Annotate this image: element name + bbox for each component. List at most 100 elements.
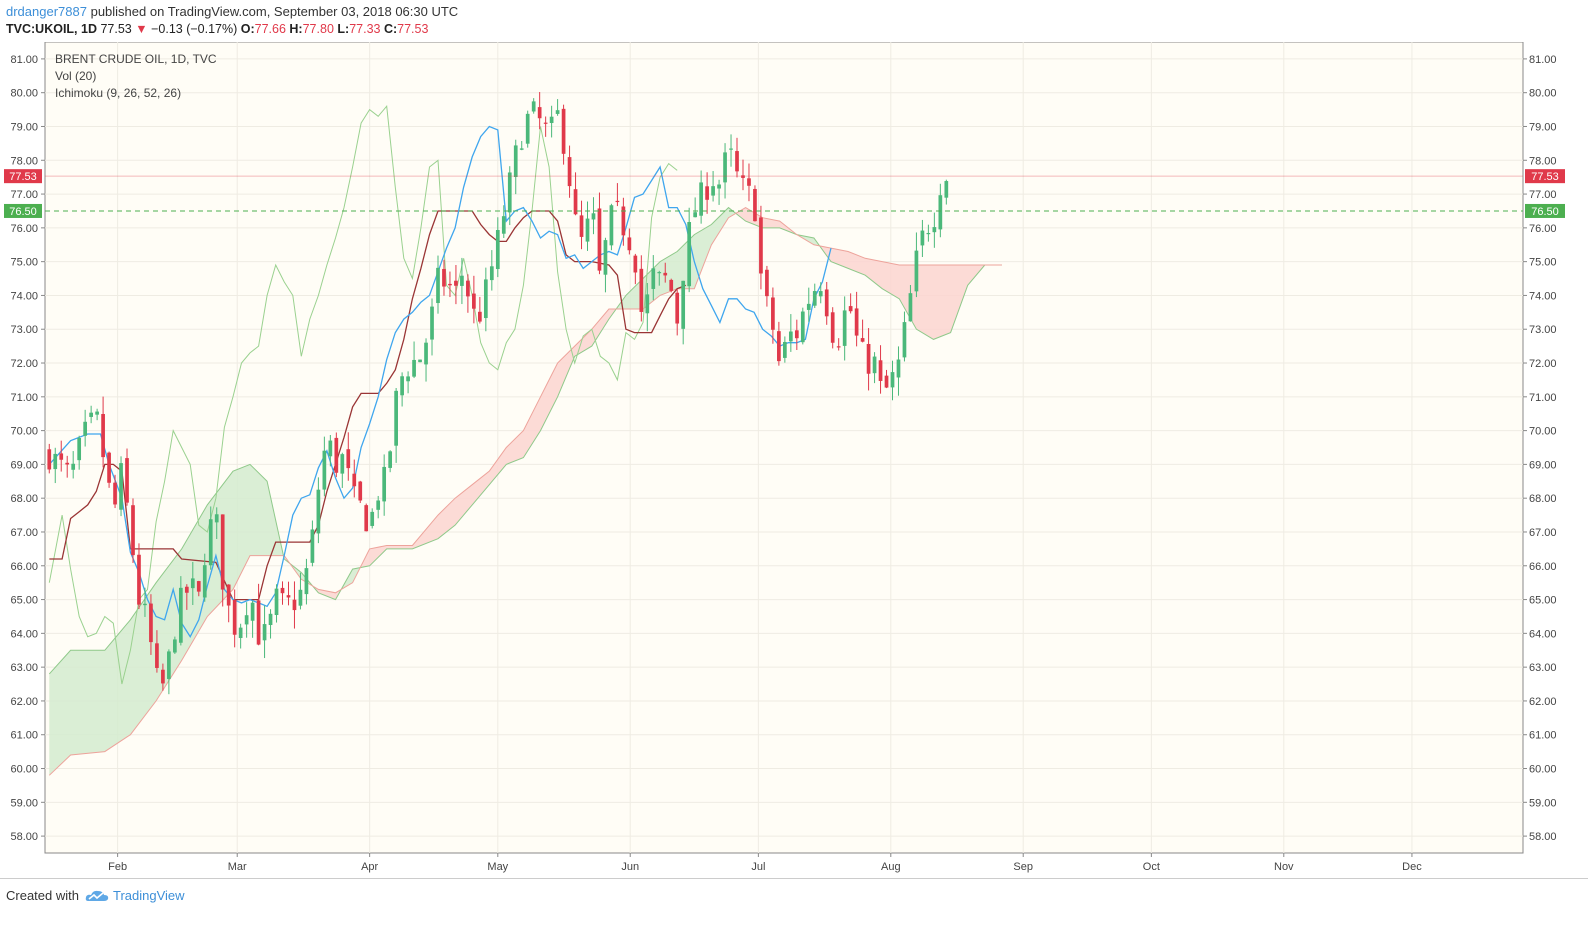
- candle-up: [711, 186, 715, 196]
- high-value: 77.80: [302, 22, 334, 36]
- candle-up: [699, 182, 703, 216]
- candle-up: [603, 240, 608, 275]
- candle-up: [842, 310, 847, 346]
- y-tick-label-left: 63.00: [10, 662, 38, 674]
- candle-up: [932, 227, 937, 233]
- grid: [45, 42, 1523, 853]
- y-tick-label-left: 72.00: [10, 358, 38, 370]
- candle-down: [286, 595, 291, 598]
- candle-down: [364, 505, 369, 532]
- candle-down: [765, 269, 769, 297]
- price-tag-label: 77.53: [9, 171, 37, 183]
- candle-down: [878, 360, 883, 381]
- y-tick-label-right: 80.00: [1529, 88, 1557, 100]
- axes: 81.00 81.00 80.00 80.00 79.00 79.00 78.00 78.00…: [10, 54, 1556, 873]
- candle-up: [585, 218, 590, 242]
- candle-up: [119, 463, 123, 510]
- candle-down: [137, 554, 141, 605]
- candle-down: [830, 312, 835, 343]
- y-tick-label-left: 69.00: [10, 459, 38, 471]
- candle-up: [501, 216, 506, 234]
- ichimoku-cloud: [48, 206, 1002, 776]
- close-label: C:: [383, 22, 398, 36]
- candle-down: [334, 437, 339, 473]
- author-link[interactable]: drdanger7887: [6, 4, 87, 19]
- candle-down: [292, 599, 297, 611]
- footer-divider: [0, 878, 1588, 879]
- candle-up: [783, 341, 787, 358]
- candle-down: [65, 462, 70, 465]
- y-tick-label-left: 73.00: [10, 324, 38, 336]
- x-tick-label: Mar: [228, 861, 247, 873]
- candle-down: [47, 449, 52, 470]
- candle-down: [663, 272, 668, 276]
- candle-up: [143, 603, 147, 606]
- candle-down: [794, 330, 799, 339]
- cloud-bullish: [49, 464, 285, 776]
- published-text: published on TradingView.com, September …: [90, 4, 459, 19]
- candle-down: [358, 481, 363, 501]
- candle-up: [77, 438, 82, 461]
- candle-up: [412, 359, 416, 377]
- y-tick-label-left: 68.00: [10, 493, 38, 505]
- candle-down: [466, 280, 470, 297]
- candle-up: [818, 291, 823, 297]
- candle-down: [866, 343, 871, 374]
- tradingview-link[interactable]: TradingView: [85, 888, 185, 903]
- y-tick-label-right: 68.00: [1529, 493, 1557, 505]
- candle-down: [753, 188, 757, 222]
- candle-up: [202, 565, 207, 598]
- candle-down: [448, 283, 452, 286]
- x-tick-label: May: [487, 861, 508, 873]
- x-tick-label: Dec: [1402, 861, 1422, 873]
- candle-down: [735, 151, 739, 172]
- candle-up: [555, 110, 560, 114]
- low-label: L:: [337, 22, 350, 36]
- candles: [47, 92, 949, 695]
- candle-up: [190, 578, 195, 589]
- candle-down: [741, 175, 745, 178]
- price-tag-bg: [4, 169, 42, 184]
- candle-down: [280, 587, 285, 594]
- candle-down: [232, 599, 237, 635]
- candle-down: [567, 157, 572, 187]
- x-tick-label: Apr: [361, 861, 378, 873]
- y-tick-label-left: 61.00: [10, 730, 38, 742]
- price-chart[interactable]: 77.53 77.53 76.50 76.50 81.00 81.00 80.00 80.0…: [0, 42, 1588, 878]
- y-tick-label-right: 73.00: [1529, 324, 1557, 336]
- high-label: H:: [289, 22, 303, 36]
- candle-up: [812, 291, 817, 306]
- tradingview-cloud-icon: [85, 890, 109, 901]
- y-tick-label-right: 76.00: [1529, 223, 1557, 235]
- candle-up: [723, 152, 727, 183]
- y-tick-label-left: 71.00: [10, 392, 38, 404]
- y-tick-label-left: 67.00: [10, 527, 38, 539]
- candle-up: [424, 342, 428, 365]
- candle-up: [430, 306, 434, 340]
- y-tick-label-right: 79.00: [1529, 121, 1557, 133]
- candle-up: [788, 331, 793, 342]
- y-tick-label-left: 74.00: [10, 290, 38, 302]
- x-tick-label: Jul: [751, 861, 765, 873]
- candle-down: [59, 453, 64, 460]
- candle-up: [908, 293, 913, 322]
- price-tag-bg: [1525, 169, 1565, 184]
- candle-down: [113, 482, 117, 505]
- open-label: O:: [240, 22, 255, 36]
- candle-down: [537, 107, 542, 119]
- cloud-bearish: [737, 207, 797, 235]
- candle-down: [442, 268, 446, 287]
- y-tick-label-right: 69.00: [1529, 459, 1557, 471]
- chikou-span-line: [48, 104, 678, 685]
- candle-up: [890, 372, 895, 388]
- candle-up: [304, 568, 309, 595]
- y-tick-label-left: 75.00: [10, 257, 38, 269]
- candle-up: [645, 294, 650, 314]
- candle-up: [298, 589, 303, 606]
- candle-up: [376, 500, 381, 510]
- y-tick-label-right: 65.00: [1529, 595, 1557, 607]
- candle-down: [824, 289, 829, 317]
- y-tick-label-right: 60.00: [1529, 764, 1557, 776]
- publish-info: drdanger7887 published on TradingView.co…: [6, 4, 458, 19]
- candle-down: [561, 108, 566, 154]
